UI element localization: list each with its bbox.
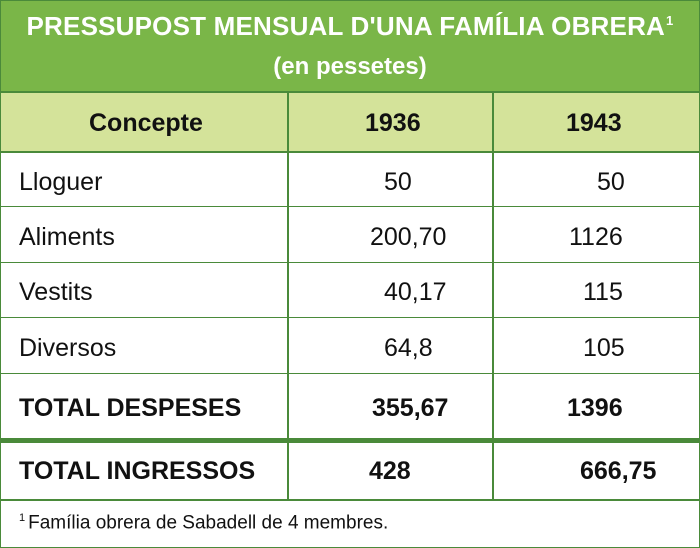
column-divider — [492, 93, 494, 501]
footnote-mark: 1 — [19, 512, 26, 524]
total-despeses-1936: 355,67 — [372, 394, 449, 422]
row-value-1936: 64,8 — [384, 334, 433, 362]
row-divider — [1, 206, 699, 207]
footnote-marker: 1 — [666, 13, 674, 29]
total-despeses-label: TOTAL DESPESES — [19, 394, 242, 422]
row-concept: Aliments — [19, 223, 115, 251]
total-despeses-1943: 1396 — [567, 394, 623, 422]
footnote-text: Família obrera de Sabadell de 4 membres. — [28, 512, 389, 534]
row-concept: Diversos — [19, 334, 117, 362]
row-value-1936: 40,17 — [384, 278, 447, 306]
row-value-1936: 50 — [384, 168, 412, 196]
column-header-1943: 1943 — [566, 109, 622, 137]
row-divider — [1, 317, 699, 318]
column-header-1936: 1936 — [365, 109, 421, 137]
totals-double-divider — [1, 438, 699, 443]
table-title: PRESSUPOST MENSUAL D'UNA FAMÍLIA OBRERA1 — [1, 11, 699, 42]
column-header-row: Concepte 1936 1943 — [1, 93, 699, 153]
row-value-1943: 115 — [583, 278, 623, 306]
row-concept: Vestits — [19, 278, 93, 306]
table-title-text: PRESSUPOST MENSUAL D'UNA FAMÍLIA OBRERA — [26, 11, 666, 41]
table-title-bar: PRESSUPOST MENSUAL D'UNA FAMÍLIA OBRERA1… — [1, 1, 699, 93]
column-header-concepte: Concepte — [89, 109, 203, 137]
row-concept: Lloguer — [19, 168, 103, 196]
row-value-1943: 105 — [583, 334, 625, 362]
total-ingressos-label: TOTAL INGRESSOS — [19, 457, 256, 485]
table-subtitle: (en pessetes) — [273, 53, 427, 80]
row-value-1943: 1126 — [569, 223, 623, 251]
row-value-1936: 200,70 — [370, 223, 447, 251]
total-ingressos-1936: 428 — [369, 457, 411, 485]
row-divider — [1, 262, 699, 263]
total-ingressos-1943: 666,75 — [580, 457, 657, 485]
row-divider — [1, 499, 699, 501]
row-value-1943: 50 — [597, 168, 625, 196]
column-divider — [287, 93, 289, 501]
row-divider — [1, 373, 699, 374]
footnote: 1 Família obrera de Sabadell de 4 membres… — [19, 512, 388, 534]
